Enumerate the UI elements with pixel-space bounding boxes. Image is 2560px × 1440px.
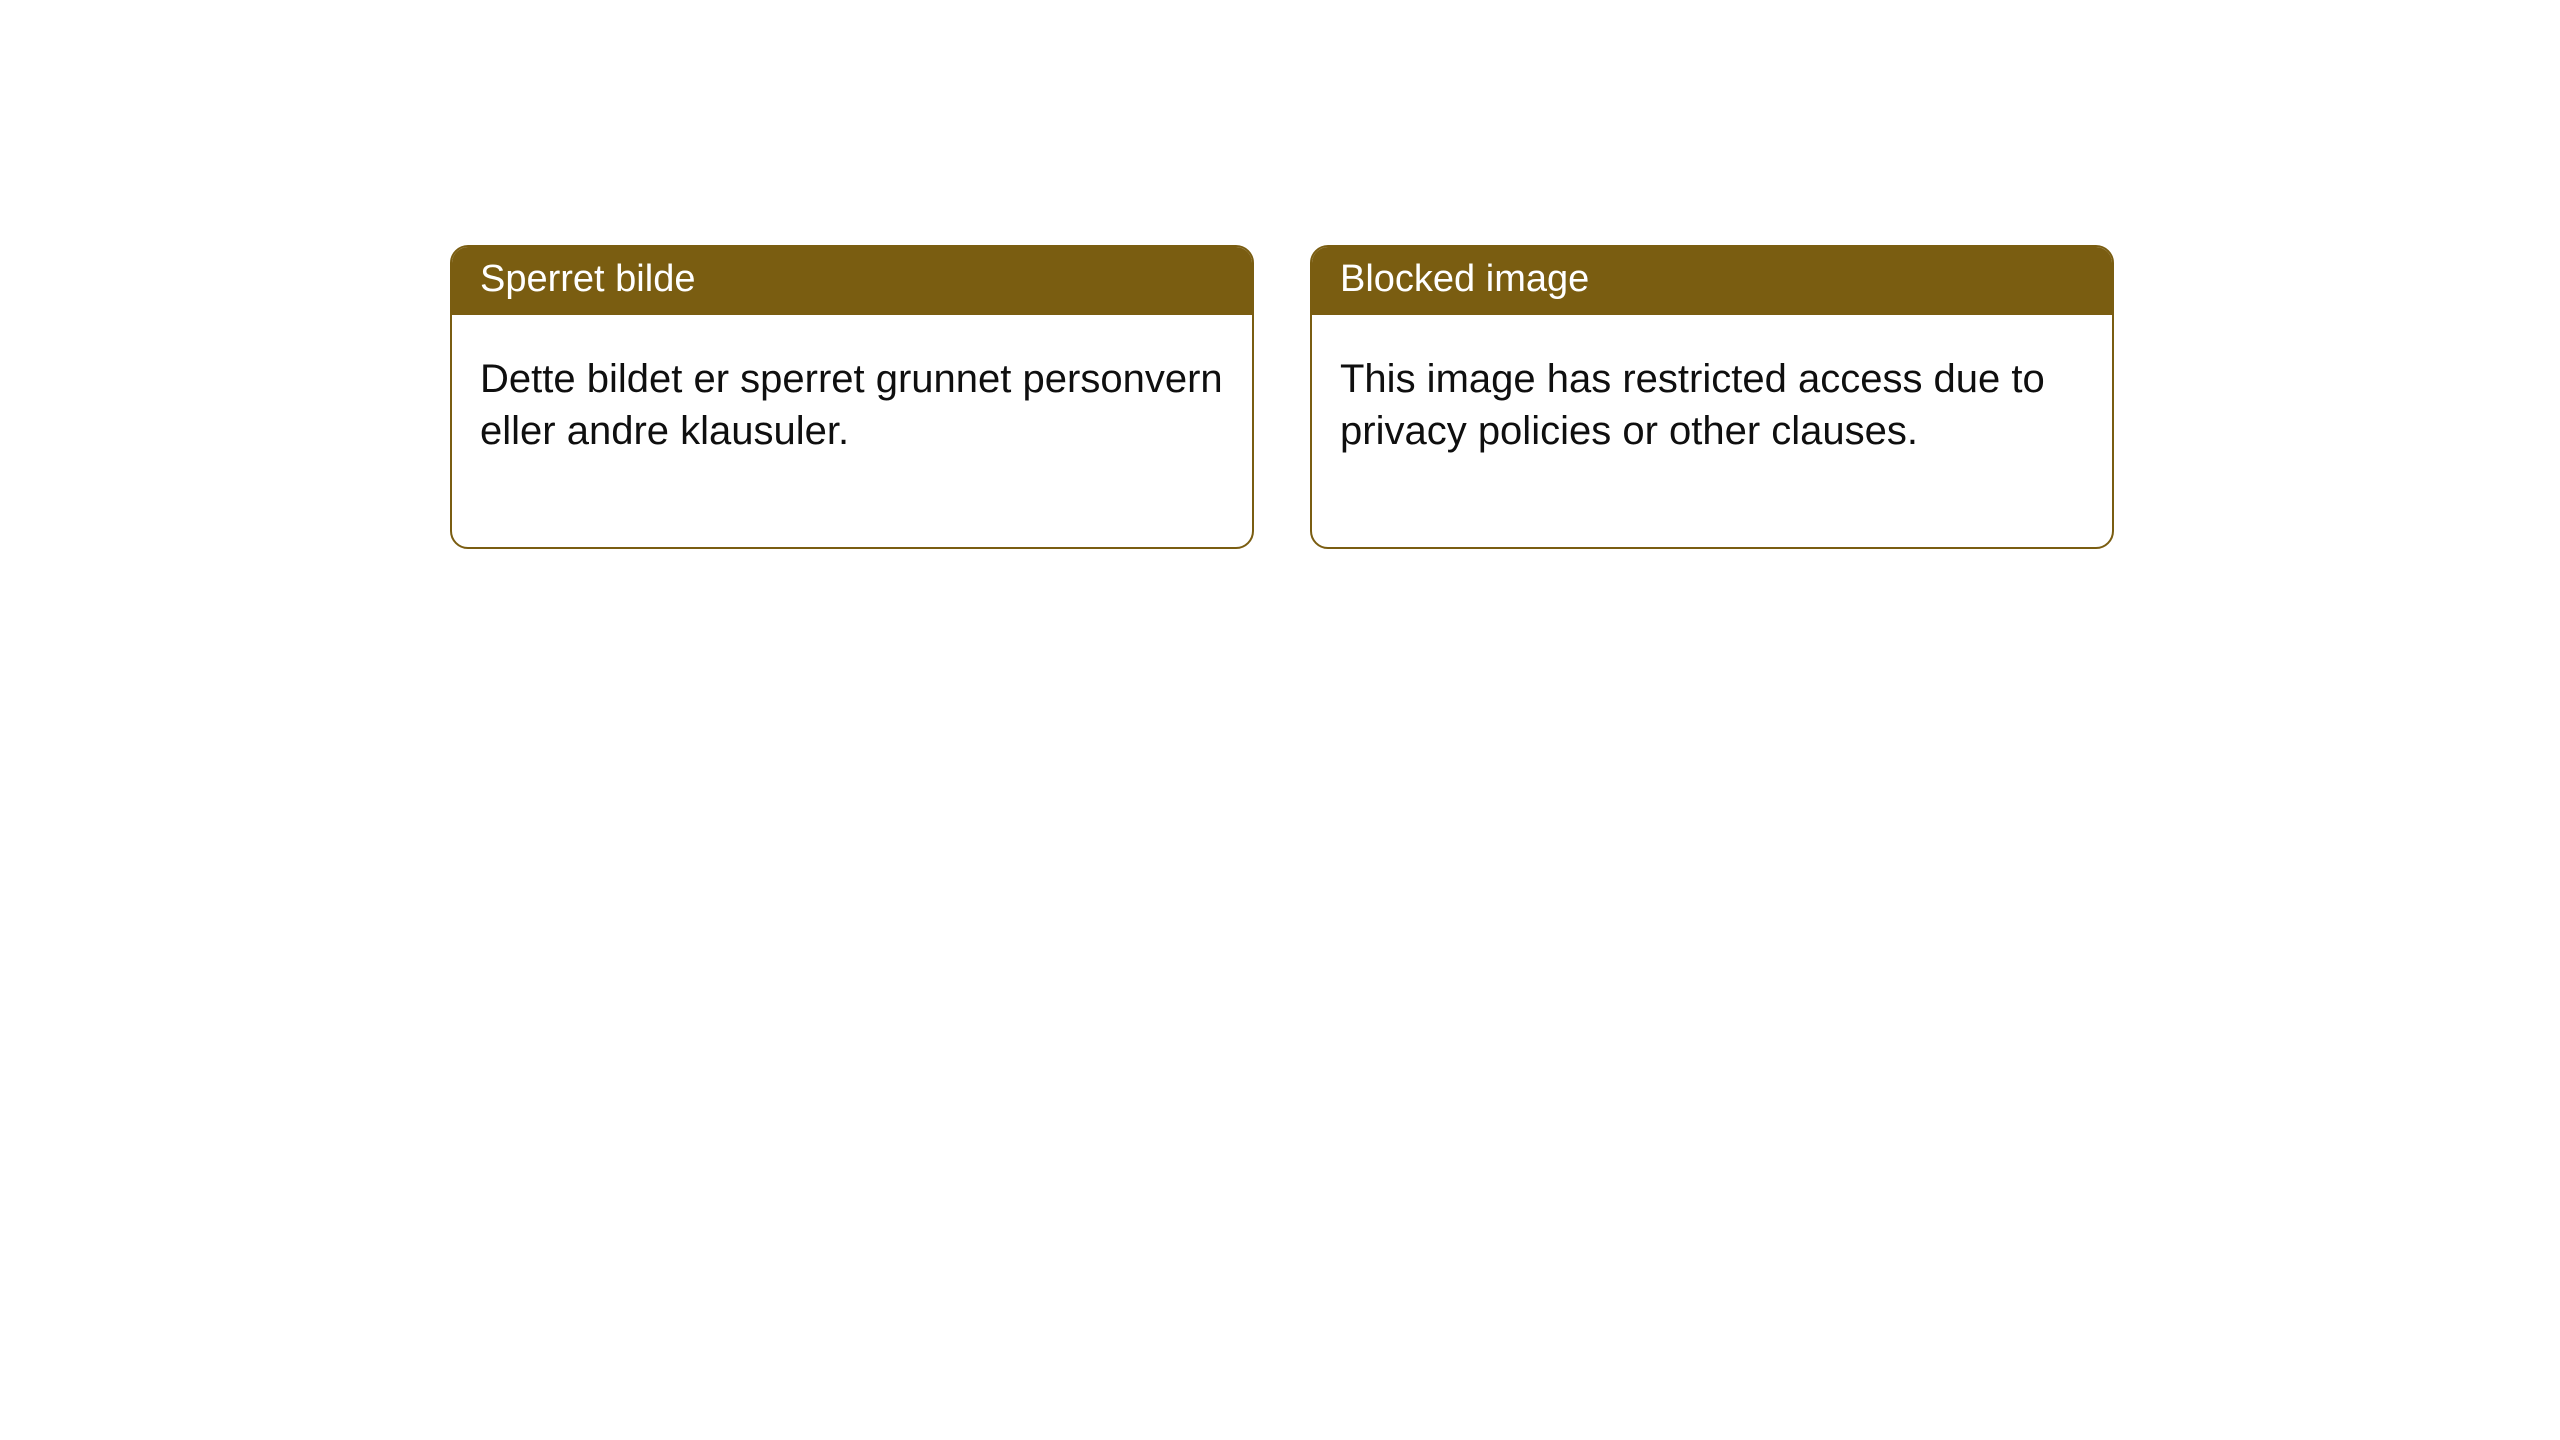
notice-body: Dette bildet er sperret grunnet personve… bbox=[452, 315, 1252, 547]
notice-container: Sperret bilde Dette bildet er sperret gr… bbox=[0, 0, 2560, 549]
notice-card-english: Blocked image This image has restricted … bbox=[1310, 245, 2114, 549]
notice-body: This image has restricted access due to … bbox=[1312, 315, 2112, 547]
notice-header: Blocked image bbox=[1312, 247, 2112, 315]
notice-header: Sperret bilde bbox=[452, 247, 1252, 315]
notice-card-norwegian: Sperret bilde Dette bildet er sperret gr… bbox=[450, 245, 1254, 549]
